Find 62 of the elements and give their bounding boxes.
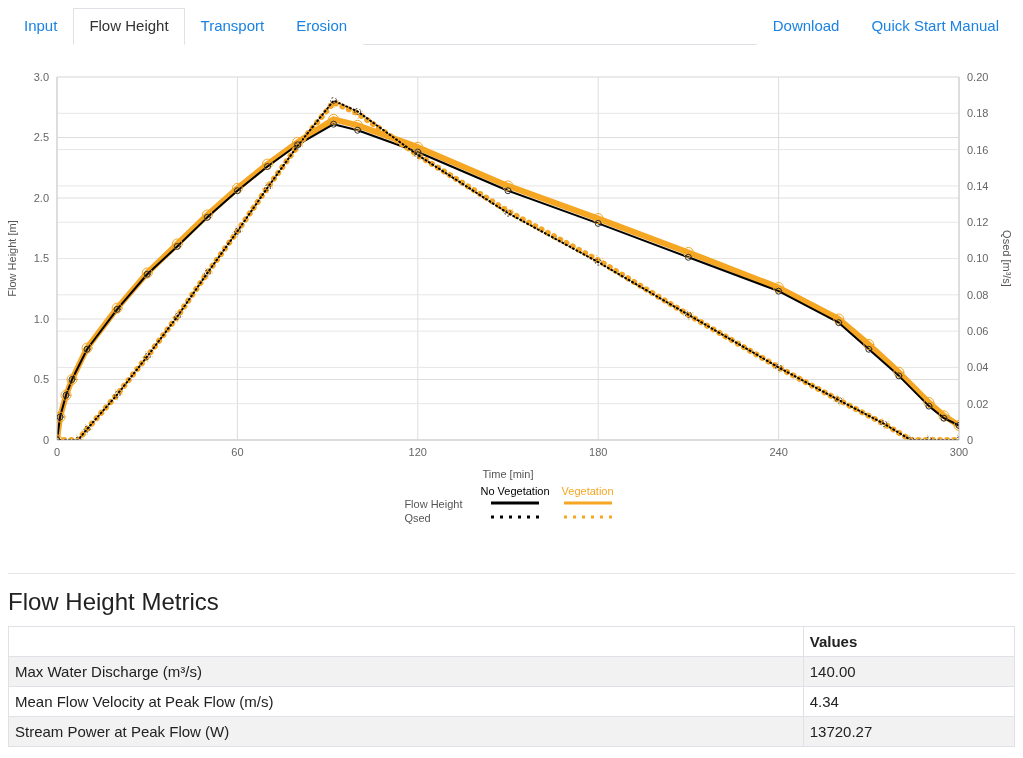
text: Vegetation <box>560 485 615 497</box>
text: Flow Height <box>73 8 185 45</box>
y-tick-label: 3.0 <box>33 70 49 83</box>
y2-tick-label: 0.12 <box>967 216 989 229</box>
point <box>938 410 950 422</box>
y-tick-label: 0.5 <box>33 373 49 386</box>
y2-tick-label: 0.08 <box>967 288 989 301</box>
y2-tick-label: 0.04 <box>967 361 989 374</box>
y2-axis-title: Qsed [m³/s] <box>1001 230 1014 287</box>
x-tick-label: 240 <box>769 445 788 458</box>
y2-tick-label: 0.14 <box>967 179 989 192</box>
point <box>502 180 514 192</box>
text: Stream Power at Peak Flow (W) <box>8 716 804 747</box>
point <box>773 282 785 294</box>
point <box>328 113 340 125</box>
text: 140.00 <box>803 656 1015 687</box>
point <box>682 246 694 258</box>
x-tick-label: 300 <box>949 445 969 458</box>
point <box>923 396 935 408</box>
x-tick-label: 60 <box>231 445 244 458</box>
y-tick-label: 2.0 <box>33 191 49 204</box>
point <box>261 158 273 170</box>
point <box>893 366 905 378</box>
y-tick-label: 2.5 <box>33 131 49 144</box>
text: Flow Height Metrics <box>8 588 220 616</box>
text: Download <box>756 8 856 45</box>
point <box>592 213 604 225</box>
y2-tick-label: 0.02 <box>967 397 989 410</box>
point <box>292 136 304 148</box>
text: Transport <box>184 8 281 45</box>
x-tick-label: 120 <box>408 445 427 458</box>
text: Values <box>803 626 1015 657</box>
point <box>352 119 364 131</box>
x-tick-label: 180 <box>589 445 608 458</box>
y-tick-label: 1.0 <box>33 312 49 325</box>
point <box>412 141 424 153</box>
y2-tick-label: 0.18 <box>967 107 989 120</box>
text: Max Water Discharge (m³/s) <box>8 656 804 687</box>
y2-tick-label: 0.10 <box>967 252 989 265</box>
text: Qsed <box>403 511 432 525</box>
x-tick-label: 0 <box>53 445 61 458</box>
y2-tick-label: 0.16 <box>967 143 989 156</box>
y-tick-label: 1.5 <box>33 252 49 265</box>
text: 4.34 <box>803 686 1015 717</box>
text: Input <box>8 8 74 45</box>
y-tick-label: 0 <box>42 433 49 446</box>
text: Quick Start Manual <box>855 8 1015 45</box>
text: Flow Height <box>403 497 464 511</box>
y-axis-title: Flow Height [m] <box>5 220 18 297</box>
point <box>231 182 243 194</box>
text: Erosion <box>280 8 364 45</box>
x-axis-title: Time [min] <box>482 468 534 480</box>
text: Mean Flow Velocity at Peak Flow (m/s) <box>8 686 804 717</box>
y2-tick-label: 0 <box>967 433 974 446</box>
y2-tick-label: 0.20 <box>967 70 989 83</box>
point <box>171 238 183 250</box>
point <box>863 338 875 350</box>
point <box>833 313 845 325</box>
text: No Vegetation <box>479 485 551 497</box>
y2-tick-label: 0.06 <box>967 325 989 338</box>
text: 13720.27 <box>803 716 1015 747</box>
point <box>201 209 213 221</box>
